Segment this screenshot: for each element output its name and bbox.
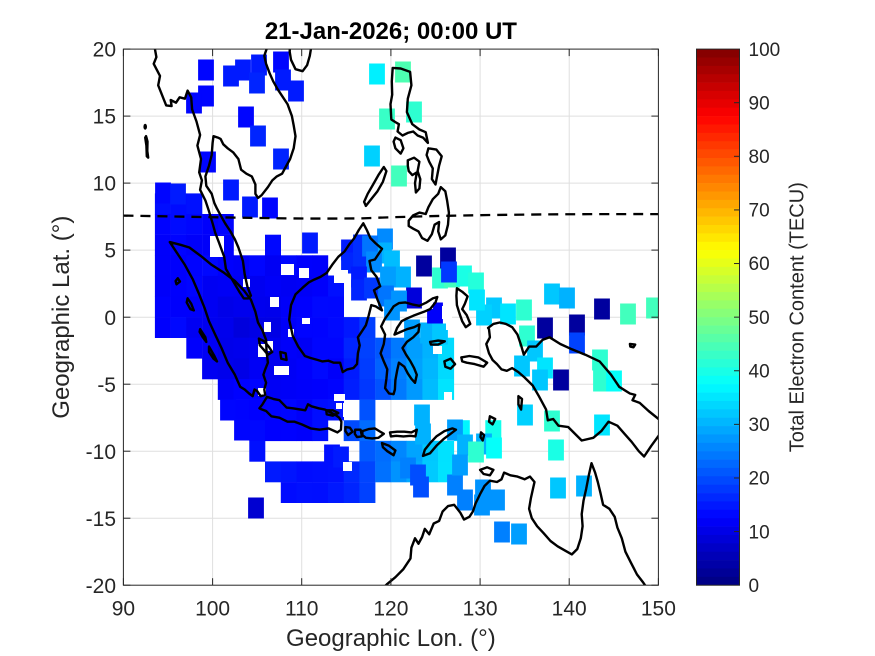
svg-text:-20: -20 bbox=[86, 575, 116, 598]
svg-text:Geographic Lat. (°): Geographic Lat. (°) bbox=[48, 216, 75, 419]
svg-text:0: 0 bbox=[104, 307, 116, 330]
svg-text:100: 100 bbox=[195, 597, 230, 620]
svg-text:10: 10 bbox=[93, 173, 116, 196]
svg-text:20: 20 bbox=[749, 469, 770, 490]
svg-text:-5: -5 bbox=[97, 374, 116, 397]
svg-text:130: 130 bbox=[463, 597, 498, 620]
svg-text:0: 0 bbox=[749, 576, 760, 597]
svg-text:90: 90 bbox=[112, 597, 135, 620]
svg-text:150: 150 bbox=[641, 597, 676, 620]
svg-text:60: 60 bbox=[749, 254, 770, 275]
svg-text:20: 20 bbox=[93, 39, 116, 62]
svg-text:140: 140 bbox=[552, 597, 587, 620]
svg-text:-15: -15 bbox=[86, 508, 116, 531]
svg-text:120: 120 bbox=[373, 597, 408, 620]
svg-text:-10: -10 bbox=[86, 441, 116, 464]
svg-text:10: 10 bbox=[749, 522, 770, 543]
svg-text:Geographic Lon. (°): Geographic Lon. (°) bbox=[286, 625, 496, 652]
svg-text:21-Jan-2026; 00:00 UT: 21-Jan-2026; 00:00 UT bbox=[265, 18, 517, 45]
svg-text:80: 80 bbox=[749, 147, 770, 168]
svg-text:5: 5 bbox=[104, 240, 116, 263]
svg-text:50: 50 bbox=[749, 308, 770, 329]
svg-text:30: 30 bbox=[749, 415, 770, 436]
svg-text:110: 110 bbox=[285, 597, 318, 620]
svg-text:Total Electron Content (TECU): Total Electron Content (TECU) bbox=[787, 182, 809, 452]
svg-text:40: 40 bbox=[749, 362, 770, 383]
svg-text:70: 70 bbox=[749, 201, 770, 222]
svg-text:90: 90 bbox=[749, 93, 770, 114]
svg-text:100: 100 bbox=[749, 40, 781, 61]
svg-text:15: 15 bbox=[93, 106, 116, 129]
